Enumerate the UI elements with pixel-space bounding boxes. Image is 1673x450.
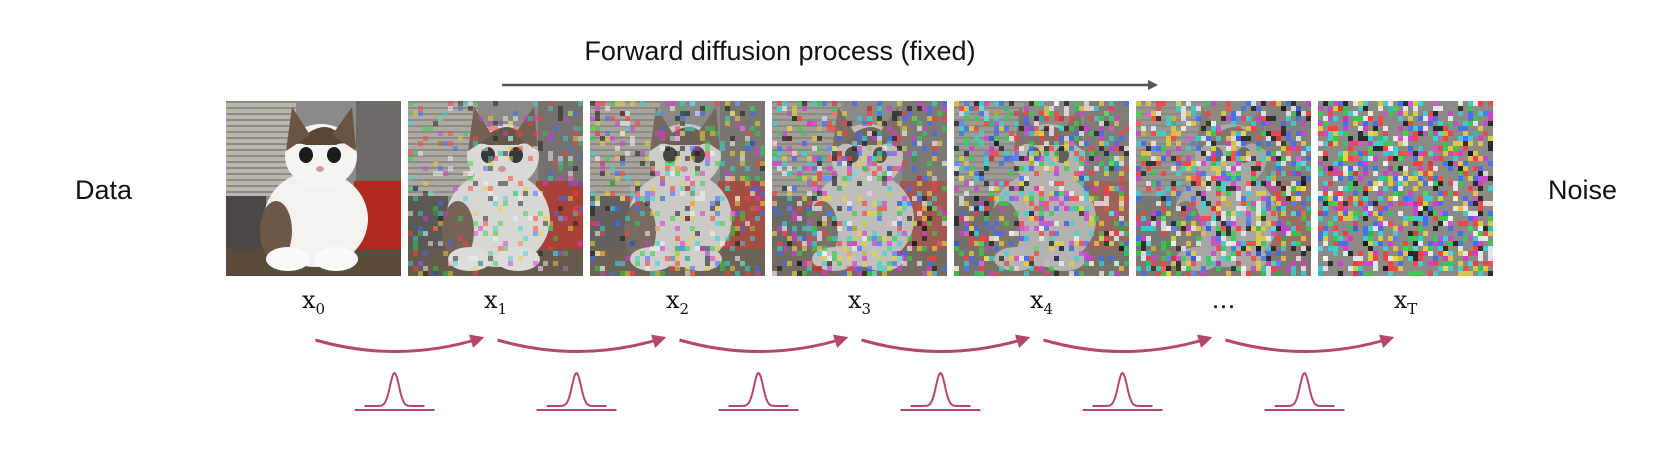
step-label-subscript: 3 (861, 299, 872, 318)
gaussian-icon (718, 371, 799, 411)
step-label: … (1174, 286, 1274, 314)
transition-arrow (1043, 334, 1213, 353)
step-label: x3 (810, 286, 910, 318)
noisy-cat-image (1318, 101, 1493, 276)
noisy-cat-image (1136, 101, 1311, 276)
transition-arrow (679, 334, 849, 353)
gaussian-icon (354, 371, 435, 411)
step-label-base: x (847, 286, 862, 314)
transition-arrow (1225, 334, 1395, 353)
step-label-base: x (301, 286, 316, 314)
noisy-cat-image (408, 101, 583, 276)
noisy-cat-image (590, 101, 765, 276)
step-label-base: x (483, 286, 498, 314)
diffusion-frame (226, 101, 401, 276)
gaussian-icon (536, 371, 617, 411)
step-label-subscript: 0 (315, 299, 326, 318)
diffusion-frame (408, 101, 583, 276)
noisy-cat-image (954, 101, 1129, 276)
diffusion-frame (954, 101, 1129, 276)
diagram-title: Forward diffusion process (fixed) (584, 36, 976, 66)
step-label-base: x (1029, 286, 1044, 314)
gaussian-icon (900, 371, 981, 411)
gaussian-icon (1082, 371, 1163, 411)
diffusion-frame (1318, 101, 1493, 276)
data-label: Data (75, 175, 133, 205)
transition-arrow (861, 334, 1031, 353)
step-label-subscript: T (1407, 299, 1418, 318)
gaussian-icon (1264, 371, 1345, 411)
noisy-cat-image (226, 101, 401, 276)
step-label: xT (1356, 286, 1456, 318)
step-label: x4 (992, 286, 1092, 318)
step-label-subscript: 4 (1043, 299, 1054, 318)
step-label-subscript: 2 (679, 299, 690, 318)
step-label: x0 (264, 286, 364, 318)
transition-arrow (497, 334, 667, 353)
step-label-base: x (665, 286, 680, 314)
step-label-base: … (1211, 286, 1236, 314)
diffusion-frame (590, 101, 765, 276)
diffusion-frame (1136, 101, 1311, 276)
step-label: x2 (628, 286, 728, 318)
step-label-base: x (1393, 286, 1408, 314)
step-label-subscript: 1 (497, 299, 508, 318)
noisy-cat-image (772, 101, 947, 276)
step-label: x1 (446, 286, 546, 318)
transition-arrow (315, 334, 485, 353)
noise-label: Noise (1548, 175, 1618, 205)
diffusion-frame (772, 101, 947, 276)
